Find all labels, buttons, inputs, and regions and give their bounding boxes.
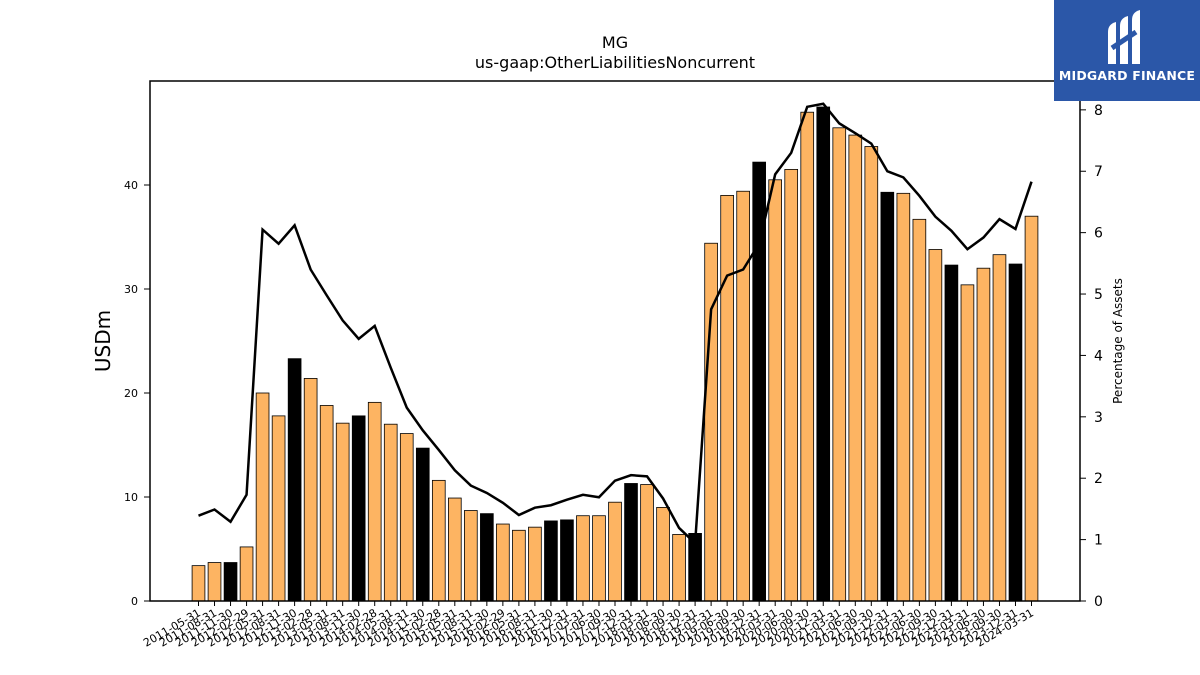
bar bbox=[960, 284, 975, 602]
y2-tick-label: 5 bbox=[1094, 287, 1103, 303]
bar bbox=[976, 267, 991, 602]
bar bbox=[528, 526, 542, 602]
bar bbox=[912, 218, 927, 602]
bar bbox=[287, 358, 302, 602]
bar bbox=[512, 529, 526, 602]
y-tick-label: 0 bbox=[131, 595, 138, 608]
bar bbox=[592, 515, 606, 602]
bar bbox=[415, 447, 430, 602]
bar bbox=[367, 401, 382, 602]
bar bbox=[383, 423, 398, 602]
bar bbox=[768, 179, 783, 602]
y2-tick-label: 0 bbox=[1094, 594, 1103, 610]
bar bbox=[399, 433, 414, 602]
bar bbox=[656, 506, 670, 602]
bar-series bbox=[191, 106, 1039, 602]
bar bbox=[848, 134, 863, 602]
y-axis-label: USDm bbox=[91, 310, 115, 372]
bar bbox=[1008, 263, 1023, 602]
bar bbox=[928, 249, 943, 602]
bar bbox=[576, 515, 590, 602]
right-axis: 0 1 2 3 4 5 6 7 8 bbox=[1080, 103, 1103, 610]
midgard-logo-icon bbox=[1108, 10, 1140, 64]
y2-tick-label: 3 bbox=[1094, 410, 1103, 426]
bar bbox=[944, 264, 959, 602]
bar bbox=[672, 534, 686, 602]
y2-tick-label: 6 bbox=[1094, 226, 1103, 242]
y2-tick-label: 8 bbox=[1094, 103, 1103, 119]
y-tick-label: 30 bbox=[124, 283, 138, 296]
bar bbox=[223, 562, 238, 602]
y2-tick-label: 1 bbox=[1094, 533, 1103, 549]
bar bbox=[560, 519, 574, 602]
bar bbox=[896, 192, 911, 602]
bar bbox=[239, 546, 254, 602]
y-tick-label: 20 bbox=[124, 387, 138, 400]
brand-logo: MIDGARD FINANCE bbox=[1054, 0, 1200, 101]
bar bbox=[464, 510, 478, 602]
bar bbox=[640, 484, 654, 602]
bar bbox=[832, 127, 847, 602]
bar bbox=[480, 513, 494, 602]
bar bbox=[351, 415, 366, 602]
chart-subtitle: us-gaap:OtherLiabilitiesNoncurrent bbox=[475, 53, 755, 72]
y2-axis-label: Percentage of Assets bbox=[1111, 278, 1125, 404]
bar bbox=[608, 501, 622, 602]
bar bbox=[271, 415, 286, 602]
bar bbox=[544, 520, 558, 602]
y-tick-label: 10 bbox=[124, 491, 138, 504]
x-axis: 2011-05-312011-08-312011-11-302012-02-29… bbox=[141, 601, 1036, 650]
bar bbox=[319, 405, 334, 602]
bar bbox=[447, 497, 462, 602]
bar bbox=[800, 111, 815, 602]
bar bbox=[191, 565, 206, 602]
y-tick-label: 40 bbox=[124, 179, 138, 192]
percentage-line bbox=[198, 102, 1033, 547]
left-axis: 0 10 20 30 40 bbox=[124, 179, 150, 608]
bar bbox=[992, 254, 1007, 602]
bar bbox=[207, 562, 222, 602]
bar bbox=[431, 479, 446, 602]
y2-tick-label: 2 bbox=[1094, 471, 1103, 487]
bar bbox=[880, 191, 895, 602]
bar bbox=[496, 523, 510, 602]
brand-name: MIDGARD FINANCE bbox=[1058, 68, 1196, 83]
bar bbox=[704, 242, 718, 602]
bar bbox=[624, 483, 638, 602]
bar bbox=[784, 168, 799, 602]
bar bbox=[335, 422, 350, 602]
bar bbox=[303, 378, 318, 602]
chart-title: MG bbox=[602, 33, 628, 52]
bar bbox=[720, 194, 734, 602]
bar bbox=[816, 106, 831, 602]
y2-tick-label: 4 bbox=[1094, 348, 1103, 364]
y2-tick-label: 7 bbox=[1094, 164, 1103, 180]
bar bbox=[1024, 215, 1039, 602]
bar bbox=[864, 146, 879, 602]
bar bbox=[736, 190, 750, 602]
bar bbox=[255, 392, 270, 602]
